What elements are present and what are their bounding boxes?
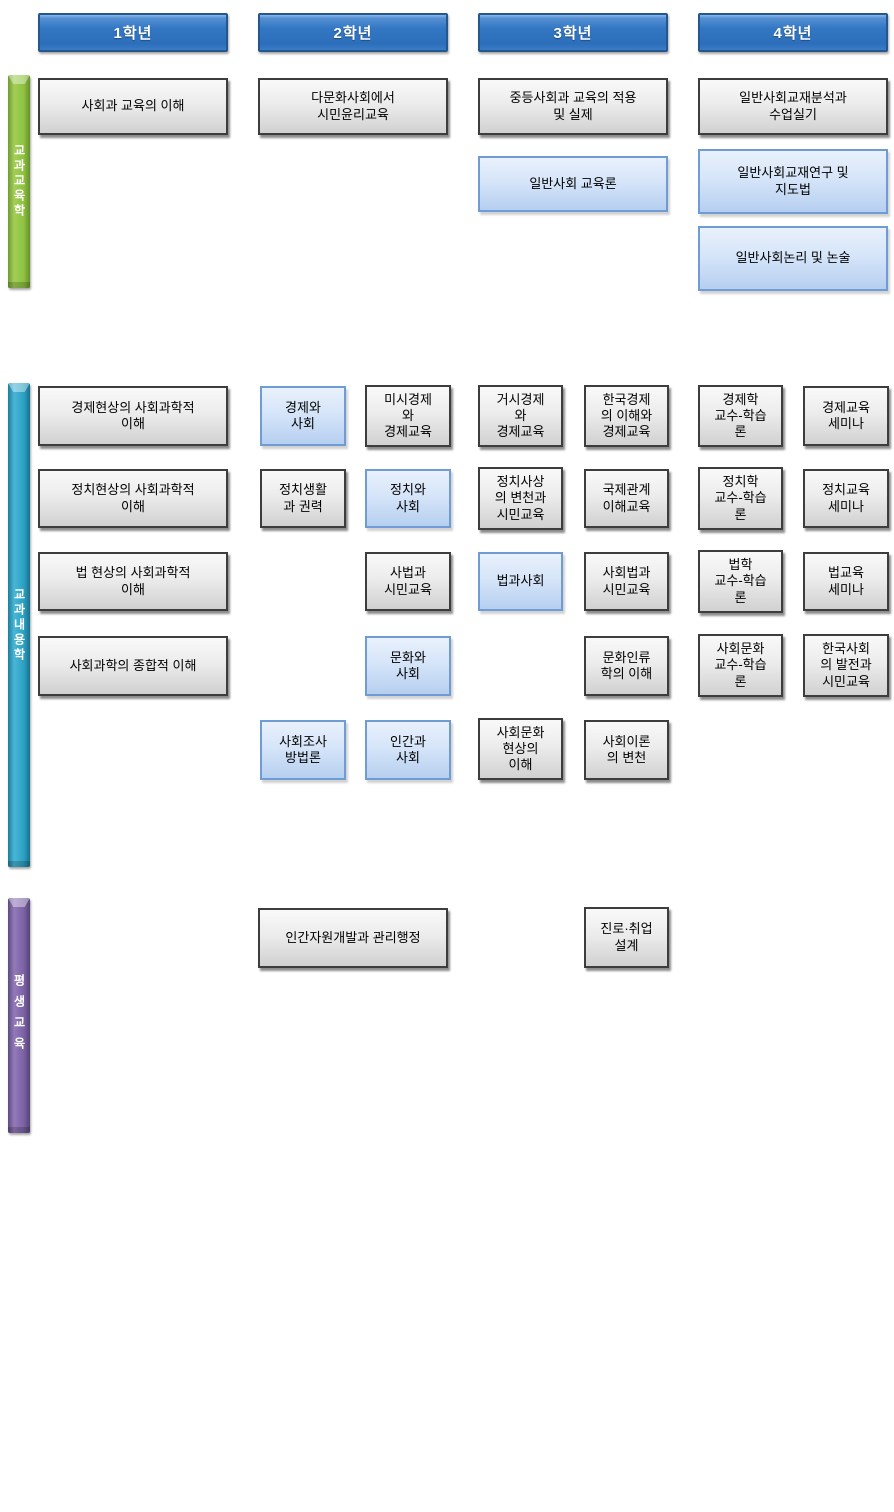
- course-box: 법과사회: [478, 552, 563, 611]
- course-box: 경제교육 세미나: [803, 386, 889, 446]
- course-box: 법 현상의 사회과학적 이해: [38, 552, 228, 611]
- course-box: 사회과 교육의 이해: [38, 78, 228, 135]
- course-box: 거시경제 와 경제교육: [478, 385, 563, 447]
- section-bar-content: 교과내용학: [8, 383, 30, 867]
- course-box: 사회문화 현상의 이해: [478, 718, 563, 780]
- course-box: 일반사회논리 및 논술: [698, 226, 888, 291]
- course-box: 중등사회과 교육의 적용 및 실제: [478, 78, 668, 135]
- course-box: 한국사회 의 발전과 시민교육: [803, 634, 889, 697]
- course-box: 정치교육 세미나: [803, 469, 889, 528]
- section-bar-lifelong: 평생교육: [8, 898, 30, 1133]
- course-box: 경제현상의 사회과학적 이해: [38, 386, 228, 446]
- course-box: 문화인류 학의 이해: [584, 636, 669, 696]
- course-box: 인간과 사회: [365, 720, 451, 780]
- course-box: 경제학 교수-학습 론: [698, 385, 783, 447]
- course-box: 사회법과 시민교육: [584, 552, 669, 611]
- section-label: 평생교육: [12, 973, 26, 1058]
- section-label: 교과내용학: [12, 587, 26, 663]
- course-box: 법학 교수-학습 론: [698, 550, 783, 613]
- course-box: 국제관계 이해교육: [584, 469, 669, 528]
- course-box: 일반사회 교육론: [478, 156, 668, 212]
- course-box: 정치학 교수-학습 론: [698, 467, 783, 530]
- section-label: 교과교육학: [12, 144, 26, 219]
- course-box: 미시경제 와 경제교육: [365, 385, 451, 447]
- course-box: 일반사회교재분석과 수업실기: [698, 78, 888, 135]
- course-box: 사회문화 교수-학습 론: [698, 634, 783, 697]
- course-box: 정치현상의 사회과학적 이해: [38, 469, 228, 528]
- course-box: 정치와 사회: [365, 469, 451, 528]
- course-box: 문화와 사회: [365, 636, 451, 696]
- course-box: 진로·취업 설계: [584, 907, 669, 968]
- course-box: 사회이론 의 변천: [584, 720, 669, 780]
- course-box: 한국경제 의 이해와 경제교육: [584, 385, 669, 447]
- course-box: 다문화사회에서 시민윤리교육: [258, 78, 448, 135]
- year-header-4: 4학년: [698, 13, 888, 52]
- year-header-3: 3학년: [478, 13, 668, 52]
- course-box: 사회과학의 종합적 이해: [38, 636, 228, 696]
- course-box: 사회조사 방법론: [260, 720, 346, 780]
- course-box: 정치생활 과 권력: [260, 469, 346, 528]
- year-header-2: 2학년: [258, 13, 448, 52]
- course-box: 정치사상 의 변천과 시민교육: [478, 467, 563, 530]
- course-box: 일반사회교재연구 및 지도법: [698, 149, 888, 214]
- course-box: 사법과 시민교육: [365, 552, 451, 611]
- year-header-1: 1학년: [38, 13, 228, 52]
- course-box: 법교육 세미나: [803, 552, 889, 611]
- section-bar-pedagogy: 교과교육학: [8, 75, 30, 288]
- course-box: 인간자원개발과 관리행정: [258, 908, 448, 968]
- course-box: 경제와 사회: [260, 386, 346, 446]
